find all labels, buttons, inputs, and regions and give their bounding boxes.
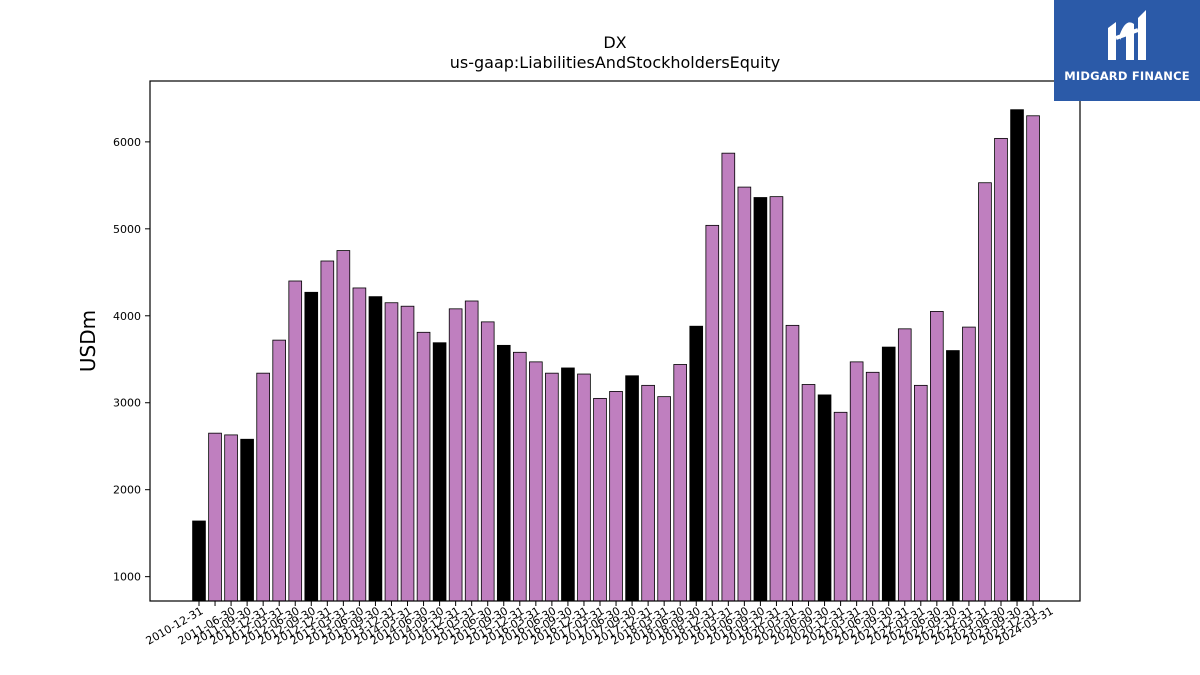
- bar: [865, 371, 880, 602]
- bar: [705, 224, 720, 602]
- midgard-finance-logo-icon: [1108, 10, 1146, 60]
- bar: [368, 296, 383, 602]
- bar: [496, 344, 511, 602]
- bar: [833, 411, 848, 602]
- bar: [978, 182, 992, 602]
- bar-series: [192, 109, 1040, 602]
- bar: [962, 326, 976, 602]
- bar: [304, 291, 319, 602]
- bar: [192, 520, 206, 602]
- bar: [384, 302, 399, 602]
- bar: [352, 287, 367, 602]
- bar: [336, 250, 351, 602]
- bar: [561, 367, 575, 602]
- bar: [721, 152, 736, 602]
- bar: [769, 196, 784, 602]
- y-tick-label: 2000: [113, 484, 141, 497]
- plot-frame: [149, 80, 1081, 602]
- bar: [224, 434, 238, 602]
- bar: [946, 350, 960, 602]
- bar: [432, 342, 447, 602]
- bar: [288, 280, 303, 602]
- bar: [737, 186, 752, 602]
- bar: [785, 324, 800, 602]
- bar: [593, 397, 607, 602]
- bar: [1026, 115, 1040, 602]
- bar: [609, 391, 623, 602]
- y-axis-label: USDm: [76, 310, 100, 372]
- y-tick-label: 6000: [113, 136, 141, 149]
- y-tick-label: 1000: [113, 571, 141, 584]
- brand-logo: MIDGARD FINANCE: [1054, 0, 1200, 101]
- bar: [673, 364, 687, 602]
- bar: [817, 394, 832, 602]
- bar: [416, 331, 431, 602]
- bar: [272, 339, 286, 602]
- bar: [657, 396, 671, 602]
- bar: [464, 300, 479, 602]
- bar: [448, 308, 463, 602]
- bar: [881, 346, 896, 602]
- bar: [545, 372, 559, 602]
- y-axis: 1000 2000 3000 4000 5000 6000: [113, 136, 150, 584]
- bar: [513, 351, 527, 602]
- bar: [689, 325, 704, 602]
- bar: [1010, 109, 1024, 602]
- chart-title: DX: [603, 33, 626, 52]
- bar: [400, 305, 415, 602]
- bar: [256, 372, 270, 602]
- bar: [753, 197, 768, 602]
- bar: [480, 321, 495, 602]
- y-tick-label: 5000: [113, 223, 141, 236]
- bar: [641, 384, 655, 602]
- brand-name: MIDGARD FINANCE: [1064, 69, 1190, 83]
- bar: [625, 375, 639, 602]
- chart-subtitle: us-gaap:LiabilitiesAndStockholdersEquity: [450, 53, 781, 72]
- bar: [801, 384, 816, 602]
- bar: [529, 361, 543, 602]
- x-axis: 2010-12-312011-06-302011-09-302011-12-31…: [144, 601, 1056, 648]
- bar: [994, 137, 1008, 602]
- y-tick-label: 3000: [113, 397, 141, 410]
- bar: [897, 328, 912, 602]
- bar: [849, 361, 864, 602]
- y-tick-label: 4000: [113, 310, 141, 323]
- bar: [320, 260, 335, 602]
- bar: [930, 311, 944, 602]
- bar: [208, 432, 222, 602]
- bar: [577, 373, 591, 602]
- bar: [240, 438, 254, 602]
- bar: [914, 384, 928, 602]
